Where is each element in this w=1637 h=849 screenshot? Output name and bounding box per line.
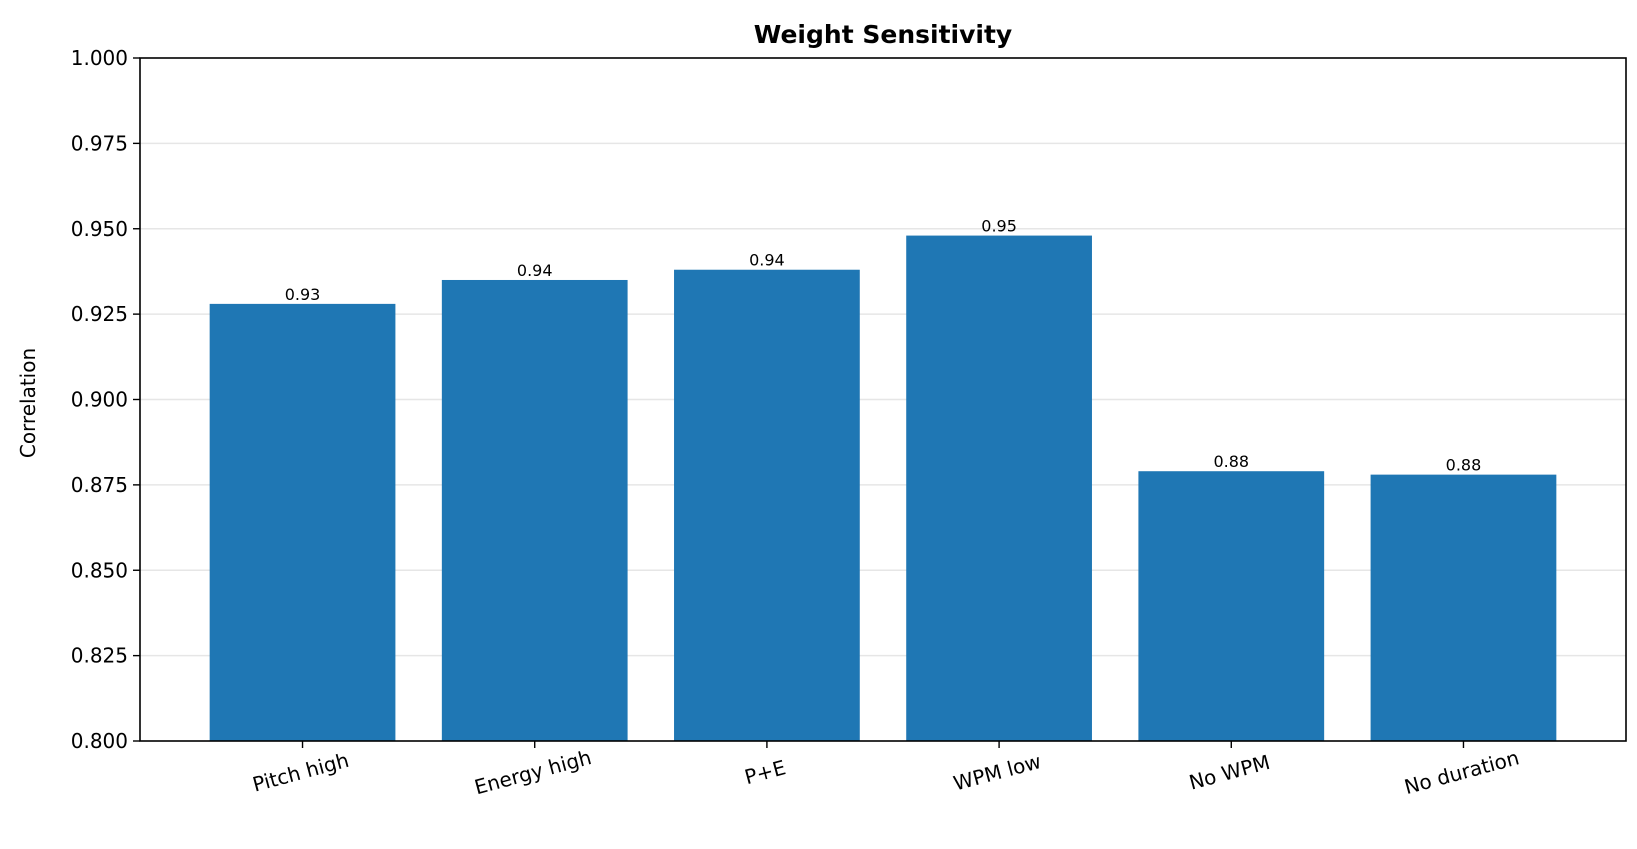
data-labels: 0.93 0.94 0.94 0.95 0.88 0.88 xyxy=(285,217,1482,475)
bar-value-label: 0.94 xyxy=(517,261,553,280)
y-tick-label: 0.875 xyxy=(71,473,128,497)
y-tick-label: 0.900 xyxy=(71,388,128,412)
bar xyxy=(674,269,860,741)
bar-value-label: 0.88 xyxy=(1446,456,1482,475)
y-tick-label: 0.850 xyxy=(71,558,128,582)
bar xyxy=(906,235,1092,741)
bar-value-label: 0.93 xyxy=(285,285,321,304)
y-tick-label: 1.000 xyxy=(71,46,128,70)
y-tick-label: 0.825 xyxy=(71,644,128,668)
y-tick-label: 0.975 xyxy=(71,131,128,155)
bars xyxy=(209,235,1557,741)
bar xyxy=(441,279,628,741)
bar-value-label: 0.94 xyxy=(749,251,785,270)
bar xyxy=(1138,471,1325,741)
y-tick-label: 0.800 xyxy=(71,729,128,753)
bar xyxy=(209,303,396,741)
y-tick-label: 0.925 xyxy=(71,302,128,326)
y-axis-ticks: 0.800 0.825 0.850 0.875 0.900 0.925 0.950 0.975… xyxy=(71,46,140,753)
y-axis-label: Correlation xyxy=(16,348,40,458)
y-tick-label: 0.950 xyxy=(71,217,128,241)
bar-value-label: 0.95 xyxy=(981,217,1017,236)
bar-value-label: 0.88 xyxy=(1213,452,1249,471)
chart-title: Weight Sensitivity xyxy=(754,20,1012,49)
bar xyxy=(1370,474,1557,741)
